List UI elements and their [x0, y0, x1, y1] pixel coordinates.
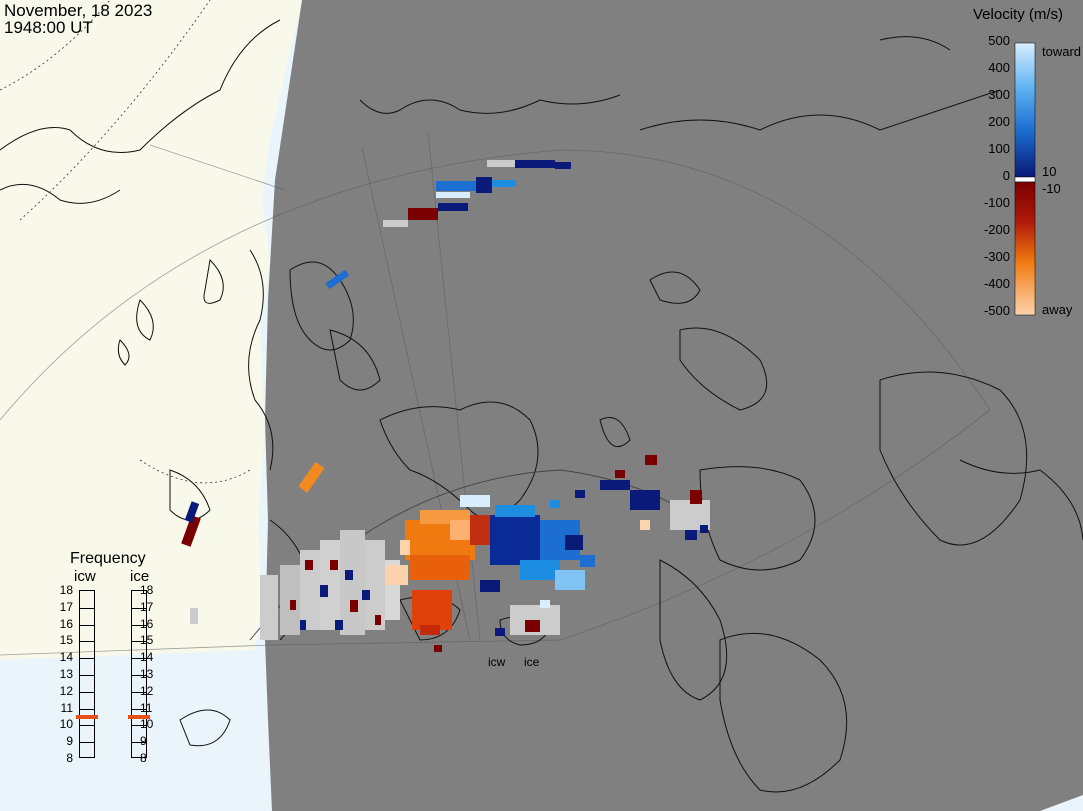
frequency-ladder-ice [128, 590, 150, 758]
legend-toward-label: toward [1042, 44, 1082, 59]
velocity-tick: 300 [988, 87, 1010, 102]
frequency-radar-icw: icw [74, 568, 96, 585]
frequency-tick: 10 [140, 717, 154, 732]
coastlines [0, 19, 1083, 793]
frequency-tick: 11 [60, 700, 73, 715]
dotted-grid [0, 0, 251, 484]
frequency-tick: 9 [66, 734, 73, 749]
frequency-tick: 15 [59, 633, 73, 648]
frequency-tick: 9 [140, 734, 147, 749]
frequency-tick: 11 [140, 700, 153, 715]
map-date: November, 18 2023 [4, 1, 153, 20]
frequency-tick: 18 [59, 583, 73, 597]
frequency-panel-title: Frequency [70, 550, 146, 567]
legend-away-label: away [1042, 302, 1073, 317]
velocity-tick: -400 [983, 276, 1010, 291]
scatter-east [575, 455, 710, 540]
scatter-toward-blue [460, 495, 595, 590]
legend-inner-pos: 10 [1042, 164, 1057, 179]
frequency-ladder-icw [76, 590, 98, 758]
daylit-land [0, 0, 302, 660]
frequency-tick: 13 [140, 667, 154, 681]
frequency-tick: 18 [140, 583, 154, 597]
frequency-tick: 14 [140, 650, 154, 665]
frequency-tick: 12 [140, 683, 154, 698]
frequency-tick: 16 [140, 616, 154, 631]
frequency-tick: 15 [140, 633, 154, 648]
radar-site-ice: ice [524, 655, 540, 669]
legend-inner-neg: -10 [1042, 181, 1061, 196]
velocity-tick: 400 [988, 60, 1010, 75]
velocity-tick: 0 [1002, 168, 1010, 183]
radar-site-icw: icw [488, 655, 506, 669]
frequency-tick: 8 [66, 751, 73, 765]
velocity-tick: -200 [983, 222, 1010, 237]
velocity-tick: -300 [983, 249, 1010, 264]
scatter-away-orange [400, 510, 490, 635]
map-time: 1948:00 UT [4, 18, 93, 37]
frequency-marker-ice [128, 715, 150, 719]
scatter-south [190, 580, 560, 652]
velocity-tick: 200 [988, 114, 1010, 129]
frequency-tick: 14 [59, 650, 73, 665]
frequency-tick: 12 [59, 683, 73, 698]
frequency-radar-ice: ice [130, 568, 150, 585]
frequency-tick: 13 [59, 667, 73, 681]
velocity-tick: -500 [983, 303, 1010, 318]
frequency-tick: 17 [140, 599, 154, 614]
velocity-tick: 500 [988, 33, 1010, 48]
frequency-tick: 17 [59, 599, 73, 614]
night-terminator-region [265, 0, 1083, 811]
scatter-west [260, 530, 408, 640]
frequency-tick: 10 [59, 717, 73, 732]
frequency-marker-icw [76, 715, 98, 719]
velocity-legend-title: Velocity (m/s) [973, 6, 1064, 23]
velocity-tick: 100 [988, 141, 1010, 156]
frequency-tick: 8 [140, 751, 147, 765]
velocity-tick: -100 [983, 195, 1010, 210]
velocity-colorbar [1014, 42, 1036, 316]
frequency-tick: 16 [59, 616, 73, 631]
velocity-vectors-north [181, 160, 571, 547]
